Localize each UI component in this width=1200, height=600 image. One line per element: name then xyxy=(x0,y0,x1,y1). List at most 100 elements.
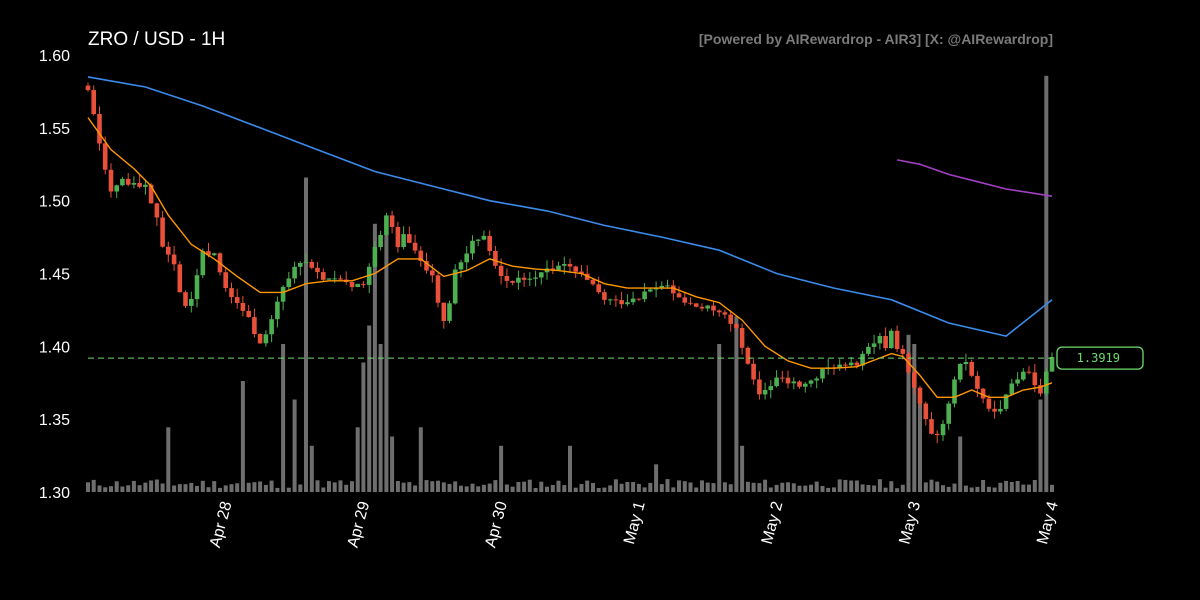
volume-bar xyxy=(900,484,905,492)
candle xyxy=(493,246,498,269)
volume-bar xyxy=(952,483,957,492)
volume-bar xyxy=(424,480,429,492)
candle xyxy=(177,261,183,293)
candle xyxy=(166,241,171,263)
volume-bar xyxy=(734,316,739,493)
candle xyxy=(97,106,102,151)
volume-bar xyxy=(613,479,618,492)
candle xyxy=(154,202,160,226)
volume-bar xyxy=(768,487,773,492)
volume-bar xyxy=(1038,399,1043,492)
volume-bar xyxy=(866,485,871,492)
candle xyxy=(602,289,607,305)
volume-bar xyxy=(694,487,699,492)
candle xyxy=(470,235,475,260)
volume-bar xyxy=(568,445,572,493)
candle xyxy=(200,248,206,278)
candle xyxy=(682,291,688,306)
candle xyxy=(240,295,246,317)
candle xyxy=(211,252,217,257)
volume-bar xyxy=(860,484,865,492)
candle xyxy=(481,230,487,241)
volume-bar xyxy=(522,481,527,492)
volume-bar xyxy=(923,482,928,492)
volume-bar xyxy=(218,487,222,492)
candle xyxy=(648,288,653,293)
volume-bar xyxy=(315,480,320,492)
candle xyxy=(280,285,286,311)
volume-bar xyxy=(556,480,561,492)
candle xyxy=(1015,372,1020,387)
x-tick-label: May 3 xyxy=(896,500,924,547)
volume-bar xyxy=(642,487,647,492)
volume-bar xyxy=(854,480,859,492)
volume-bar xyxy=(786,482,790,492)
volume-bar xyxy=(912,344,917,492)
volume-bar xyxy=(493,480,498,492)
candle xyxy=(877,332,883,350)
volume-bar xyxy=(935,481,940,492)
candle xyxy=(91,85,96,116)
candle xyxy=(85,82,91,92)
volume-bar xyxy=(252,482,257,492)
volume-bar xyxy=(717,344,722,492)
volume-bar xyxy=(367,325,372,492)
volume-bar xyxy=(969,487,974,492)
volume-bar xyxy=(677,480,681,492)
volume-bar xyxy=(131,480,136,492)
volume-bar xyxy=(941,485,945,492)
volume-bar xyxy=(361,362,366,492)
volume-bar xyxy=(206,487,211,492)
volume-bar xyxy=(1015,481,1020,492)
candle xyxy=(757,371,762,400)
candle xyxy=(785,370,791,389)
candle xyxy=(447,300,452,324)
candle xyxy=(820,368,825,383)
volume-bar xyxy=(263,484,268,492)
candle xyxy=(269,315,274,343)
candle xyxy=(407,226,412,244)
volume-bar xyxy=(550,485,555,492)
candle xyxy=(412,234,418,254)
candle xyxy=(131,176,137,189)
candle xyxy=(257,333,263,344)
candle xyxy=(866,343,871,356)
x-tick-label: Apr 29 xyxy=(345,500,374,550)
candle xyxy=(837,359,842,371)
volume-bar xyxy=(740,445,745,493)
candle xyxy=(315,262,320,279)
candle xyxy=(912,369,917,395)
y-tick-label: 1.55 xyxy=(39,121,70,138)
volume-bar xyxy=(665,479,670,492)
y-tick-label: 1.35 xyxy=(39,412,70,429)
candle xyxy=(929,412,934,435)
volume-bar xyxy=(154,479,159,492)
candle xyxy=(803,382,808,393)
volume-bar xyxy=(688,482,693,492)
volume-bar xyxy=(958,436,963,492)
volume-bar xyxy=(120,486,125,492)
volume-bar xyxy=(780,482,785,493)
candle xyxy=(275,296,280,328)
volume-bar xyxy=(350,481,354,492)
volume-bar xyxy=(453,481,458,492)
volume-bar xyxy=(659,484,664,492)
candle xyxy=(573,265,578,279)
candle xyxy=(504,268,510,288)
candle xyxy=(774,370,779,388)
volume-bar xyxy=(1009,482,1014,492)
ema-long-line xyxy=(896,159,1053,198)
candle xyxy=(871,334,877,355)
volume-bar xyxy=(631,482,636,492)
x-tick-label: Apr 30 xyxy=(482,500,511,550)
candle xyxy=(355,283,360,288)
candle xyxy=(441,302,447,329)
volume-bar xyxy=(407,482,412,492)
volume-bar xyxy=(562,485,567,492)
volume-bar xyxy=(877,479,882,492)
volume-bar xyxy=(384,223,389,493)
volume-bar xyxy=(711,483,716,492)
volume-bar xyxy=(143,482,148,492)
volume-bars xyxy=(86,75,1054,493)
volume-bar xyxy=(281,344,286,492)
